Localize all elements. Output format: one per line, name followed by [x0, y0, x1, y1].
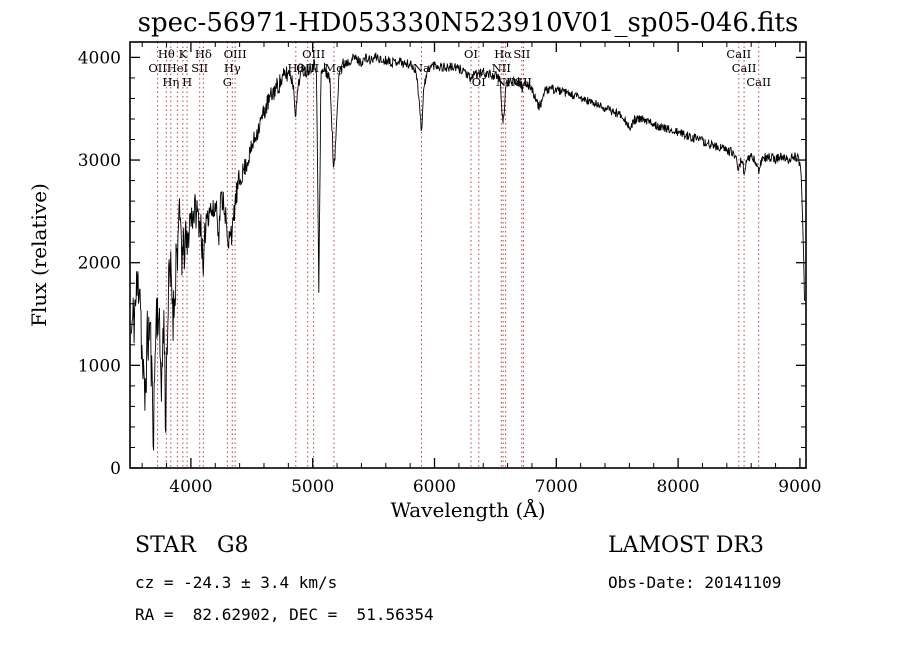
y-tick-labels: 0 1000 2000 3000 4000 [78, 48, 121, 479]
spectral-line-label: Hθ [158, 47, 175, 61]
ra-dec-label: RA = 82.62902, DEC = 51.56354 [135, 605, 434, 624]
y-tick-label: 0 [110, 459, 121, 479]
x-tick-label: 7000 [535, 477, 578, 497]
spectral-line-label: OIII [296, 61, 319, 75]
x-tick-labels: 4000 5000 6000 7000 8000 9000 [169, 477, 821, 497]
spectral-line-label: CaII [726, 47, 751, 61]
spectral-line-label: G [223, 75, 232, 89]
axes-box [129, 41, 807, 469]
spectral-line-label: SII [515, 75, 532, 89]
x-tick-label: 6000 [413, 477, 456, 497]
survey-release-label: LAMOST DR3 [608, 533, 764, 558]
spectral-line-label: NII [496, 75, 515, 89]
spectrum-trace [130, 52, 805, 451]
y-tick-label: 4000 [78, 48, 121, 68]
spectral-line-label: Hη [162, 75, 179, 89]
x-tick-label: 9000 [778, 477, 821, 497]
obs-date-label: Obs-Date: 20141109 [608, 573, 781, 592]
spectral-line-label: Mg [324, 61, 344, 75]
chart-title: spec-56971-HD053330N523910V01_sp05-046.f… [138, 8, 799, 38]
spectral-line-label: SII [191, 61, 208, 75]
object-class-label: STAR G8 [135, 533, 249, 558]
spectral-line-label: CaII [732, 61, 757, 75]
x-tick-label: 5000 [291, 477, 334, 497]
spectral-line-label: OI [472, 75, 486, 89]
spectral-line-label: CaII [746, 75, 771, 89]
spectral-line-label: Hβ [287, 61, 304, 75]
spectral-line-label: OII [148, 61, 167, 75]
spectral-line-label: K [179, 47, 188, 61]
x-tick-label: 4000 [169, 477, 212, 497]
y-tick-label: 3000 [78, 151, 121, 171]
spectral-line-label: HeI [167, 61, 188, 75]
x-tick-label: 8000 [656, 477, 699, 497]
axis-minor-ticks [130, 42, 806, 468]
y-axis-label: Flux (relative) [27, 183, 51, 327]
spectral-line-label: SII [513, 47, 530, 61]
spectral-line-label: NII [492, 61, 511, 75]
spectral-line-label: Hγ [224, 61, 241, 75]
spectral-line-label: Na [413, 61, 430, 75]
spectral-line-label: Hδ [195, 47, 212, 61]
x-axis-label: Wavelength (Å) [390, 497, 545, 522]
spectral-line-label: Hα [494, 47, 512, 61]
y-tick-label: 1000 [78, 356, 121, 376]
spectral-line-markers [157, 42, 760, 468]
spectral-line-label: OIII [302, 47, 325, 61]
axis-major-ticks [130, 42, 806, 469]
spectral-line-label: OIII [224, 47, 247, 61]
y-tick-label: 2000 [78, 254, 121, 274]
spectral-line-label: H [182, 75, 192, 89]
cz-velocity-label: cz = -24.3 ± 3.4 km/s [135, 573, 337, 592]
spectral-line-label: OI [464, 47, 478, 61]
